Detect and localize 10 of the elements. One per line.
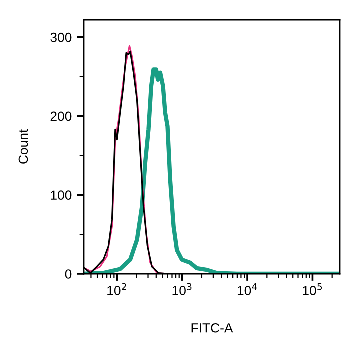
- x-tick-label: 10$^{3}$: [172, 283, 192, 296]
- x-tick-label: 10$^{4}$: [238, 283, 258, 296]
- x-axis-title: FITC-A: [192, 323, 234, 333]
- y-tick-label: 300: [50, 32, 72, 42]
- y-axis-title: Count: [18, 129, 28, 164]
- y-tick-label: 0: [65, 270, 72, 279]
- x-tick-label: 10$^{2}$: [108, 283, 126, 296]
- y-tick-label: 200: [50, 112, 72, 122]
- x-tick-label: 10$^{5}$: [303, 283, 322, 296]
- y-tick-label: 100: [51, 190, 72, 200]
